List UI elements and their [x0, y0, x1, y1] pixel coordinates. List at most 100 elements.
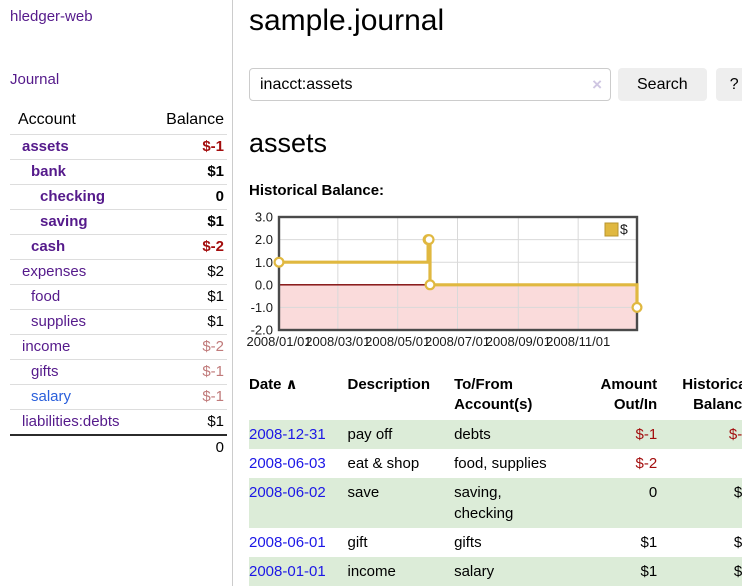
register-header-balance: Historical Balance — [682, 376, 742, 414]
account-link[interactable]: liabilities:debts — [22, 413, 120, 430]
transaction-date-link[interactable]: 2008-12-31 — [249, 425, 326, 443]
main-content: sample.journal × Search ? assets Histori… — [233, 0, 742, 586]
svg-text:2008/01/01: 2008/01/01 — [246, 334, 311, 349]
page-title: sample.journal — [249, 4, 445, 37]
transaction-amount: $-2 — [635, 454, 658, 472]
account-balance: $1 — [149, 284, 227, 310]
account-link[interactable]: income — [22, 338, 71, 355]
svg-text:2008/07/01: 2008/07/01 — [425, 334, 490, 349]
transaction-balance: $2 — [733, 533, 742, 551]
account-row: gifts $-1 — [10, 359, 227, 385]
account-balance: $-1 — [149, 134, 227, 160]
account-name-cell: gifts — [10, 359, 150, 385]
register-header-accounts: To/From Account(s) — [454, 376, 533, 414]
account-row: saving $1 — [10, 209, 227, 235]
transaction-amount: 0 — [648, 483, 658, 501]
transaction-date-link[interactable]: 2008-06-02 — [249, 483, 326, 501]
sort-asc-icon: ∧ — [285, 376, 298, 393]
register-header-date[interactable]: Date ∧ — [249, 372, 347, 420]
account-link[interactable]: supplies — [31, 313, 87, 330]
account-name-cell: saving — [10, 209, 150, 235]
transaction-balance: $-1 — [728, 425, 742, 443]
account-row: liabilities:debts $1 — [10, 409, 227, 435]
account-balance: $1 — [149, 209, 227, 235]
account-row: supplies $1 — [10, 309, 227, 335]
accounts-header-balance: Balance — [166, 111, 224, 128]
transaction-date-link[interactable]: 2008-01-01 — [249, 562, 326, 580]
account-link[interactable]: food — [31, 288, 61, 305]
svg-text:-2.0: -2.0 — [251, 323, 273, 338]
account-heading: assets — [249, 128, 328, 158]
help-button[interactable]: ? — [715, 68, 742, 101]
register-header-description: Description — [347, 376, 430, 393]
register-table: Date ∧ Description To/From Account(s) Amo… — [249, 372, 742, 586]
account-link[interactable]: bank — [31, 163, 67, 180]
account-name-cell: supplies — [10, 309, 150, 335]
historical-balance-chart: 3.0 2.0 1.0 0.0 -1.0 -2.0 2008/01/01 2008/03/01… — [246, 210, 742, 354]
transaction-amount: $1 — [640, 533, 658, 551]
svg-text:2.0: 2.0 — [255, 232, 273, 247]
svg-text:3.0: 3.0 — [255, 210, 273, 225]
svg-text:2008/09/01: 2008/09/01 — [486, 334, 551, 349]
svg-text:1.0: 1.0 — [255, 255, 273, 270]
search-button[interactable]: Search — [618, 68, 707, 101]
svg-text:2008/05/01: 2008/05/01 — [365, 334, 430, 349]
transaction-row: 2008-01-01 income salary $1 $1 — [249, 556, 742, 586]
transaction-row: 2008-12-31 pay off debts $-1 $-1 — [249, 419, 742, 449]
transaction-date-cell: 2008-06-03 — [249, 449, 347, 478]
transaction-date-link[interactable]: 2008-06-01 — [249, 533, 326, 551]
accounts-header-account: Account — [18, 111, 76, 128]
chart-title: Historical Balance: — [249, 182, 385, 199]
transaction-date-cell: 2008-06-01 — [249, 528, 347, 557]
account-name-cell: food — [10, 284, 150, 310]
accounts-header-row: Account Balance — [10, 107, 227, 135]
svg-text:2008/11/01: 2008/11/01 — [546, 334, 610, 349]
account-row: food $1 — [10, 284, 227, 310]
account-balance: $1 — [149, 159, 227, 185]
transaction-date-cell: 2008-06-02 — [249, 478, 347, 528]
date-header-label: Date — [249, 376, 282, 393]
account-link[interactable]: checking — [40, 188, 106, 205]
journal-link[interactable]: Journal — [10, 71, 60, 88]
brand-link[interactable]: hledger-web — [10, 8, 93, 25]
transaction-date-link[interactable]: 2008-06-03 — [249, 454, 326, 472]
account-link[interactable]: salary — [31, 388, 72, 405]
transaction-date-cell: 2008-12-31 — [249, 420, 347, 449]
account-link[interactable]: cash — [31, 238, 66, 255]
accounts-total-spacer — [10, 434, 150, 460]
chart-canvas: 3.0 2.0 1.0 0.0 -1.0 -2.02008/01/012008/03/01… — [246, 210, 643, 349]
transaction-row: 2008-06-01 gift gifts $1 $2 — [249, 528, 742, 557]
account-balance: $-1 — [149, 359, 227, 385]
svg-text:$: $ — [620, 221, 628, 237]
svg-text:2008/03/01: 2008/03/01 — [305, 334, 370, 349]
svg-text:-1.0: -1.0 — [251, 300, 273, 315]
search-form: × Search ? — [249, 68, 742, 101]
account-name-cell: liabilities:debts — [10, 409, 150, 435]
account-link[interactable]: expenses — [22, 263, 87, 280]
account-balance: $2 — [149, 259, 227, 285]
register-header-row: Date ∧ Description To/From Account(s) Amo… — [249, 372, 742, 420]
transaction-accounts: gifts — [454, 533, 482, 551]
sidebar: hledger-web Journal Account Balance asse… — [0, 0, 233, 586]
account-name-cell: salary — [10, 384, 150, 410]
account-row: assets $-1 — [10, 134, 227, 160]
search-input-wrap: × — [249, 68, 611, 101]
account-name-cell: bank — [10, 159, 150, 185]
accounts-total-value: 0 — [149, 434, 227, 460]
account-link[interactable]: saving — [40, 213, 88, 230]
account-balance: $1 — [149, 309, 227, 335]
account-row: checking 0 — [10, 184, 227, 210]
account-link[interactable]: assets — [22, 138, 69, 155]
svg-text:0.0: 0.0 — [255, 277, 273, 292]
account-link[interactable]: gifts — [31, 363, 59, 380]
transaction-description: gift — [347, 533, 368, 551]
accounts-table: Account Balance assets $-1 bank $1 check… — [10, 107, 227, 460]
transaction-amount: $-1 — [635, 425, 658, 443]
clear-search-icon[interactable]: × — [592, 74, 602, 94]
transaction-description: income — [347, 562, 396, 580]
search-input[interactable] — [249, 68, 611, 101]
transaction-date-cell: 2008-01-01 — [249, 557, 347, 586]
account-name-cell: cash — [10, 234, 150, 260]
transaction-balance: $1 — [733, 562, 742, 580]
